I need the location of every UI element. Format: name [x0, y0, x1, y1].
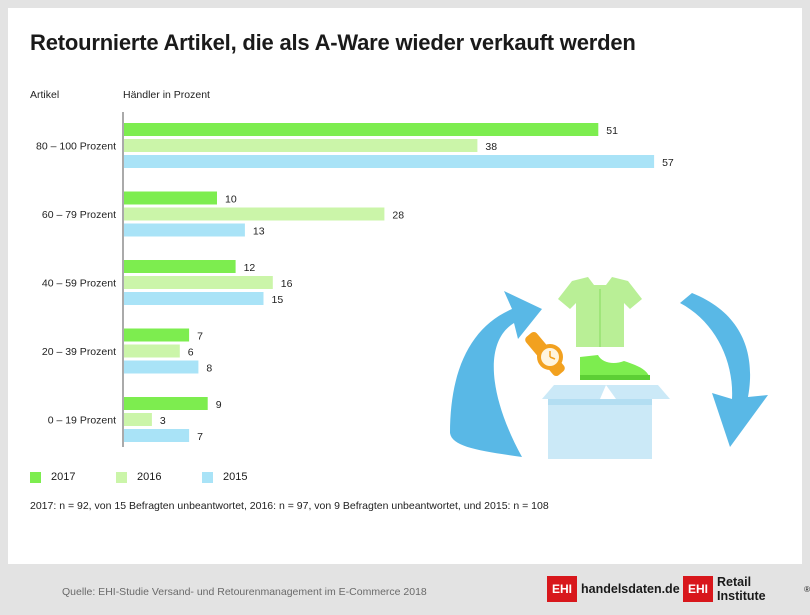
value-label: 15: [272, 294, 284, 306]
legend-item-2016: 2016: [116, 471, 202, 483]
sample-size-note: 2017: n = 92, von 15 Befragten unbeantwo…: [30, 500, 549, 512]
box-icon: [542, 385, 670, 459]
value-label: 3: [160, 415, 166, 427]
bar-2017: [124, 397, 208, 410]
return-arrow-right-icon: [680, 293, 768, 447]
bar-2016: [124, 276, 273, 289]
bar-2015: [124, 223, 245, 237]
logo-text: Retail Institute: [717, 575, 766, 603]
value-label: 13: [253, 226, 265, 238]
value-label: 7: [197, 431, 203, 443]
chart-title: Retournierte Artikel, die als A-Ware wie…: [30, 30, 636, 55]
registered-mark: ®: [804, 584, 810, 594]
bar-2015: [124, 429, 190, 442]
bar-2016: [124, 344, 180, 358]
legend-label: 2016: [137, 471, 162, 483]
value-label: 16: [281, 278, 293, 290]
logo-text: handelsdaten.de: [581, 582, 680, 596]
value-label: 57: [662, 157, 674, 169]
value-label: 6: [188, 347, 194, 359]
legend-swatch: [116, 471, 127, 483]
return-arrow-left-icon: [450, 291, 542, 457]
ehi-retail-institute-logo[interactable]: EHI Retail Institute ®: [683, 575, 810, 603]
value-label: 8: [206, 363, 212, 375]
logo-mark: EHI: [683, 576, 714, 602]
category-axis-header: Artikel: [30, 89, 60, 101]
value-label: 12: [244, 262, 256, 274]
watch-icon: [525, 331, 565, 377]
legend: 2017 2016 2015: [30, 471, 288, 483]
source-note: Quelle: EHI-Studie Versand- und Retouren…: [62, 586, 427, 598]
category-label: 60 – 79 Prozent: [42, 209, 116, 221]
bar-2017: [124, 328, 190, 342]
returns-illustration: [450, 277, 768, 459]
legend-item-2017: 2017: [30, 471, 116, 483]
category-label: 40 – 59 Prozent: [42, 278, 116, 290]
shirt-icon: [558, 277, 642, 347]
legend-item-2015: 2015: [202, 471, 288, 483]
legend-swatch: [30, 471, 41, 483]
value-label: 38: [485, 141, 497, 153]
value-axis-header: Händler in Prozent: [123, 89, 210, 101]
bar-2017: [124, 191, 217, 205]
value-label: 9: [216, 399, 222, 411]
bar-2017: [124, 123, 599, 136]
bar-2016: [124, 413, 152, 426]
bar-2015: [124, 292, 264, 305]
bar-2016: [124, 207, 385, 221]
sneaker-icon: [580, 355, 650, 380]
category-label: 80 – 100 Prozent: [36, 141, 116, 153]
value-label: 7: [197, 331, 203, 343]
category-label: 20 – 39 Prozent: [42, 346, 116, 358]
ehi-handelsdaten-logo[interactable]: EHI handelsdaten.de: [547, 576, 680, 602]
category-label: 0 – 19 Prozent: [48, 415, 116, 427]
footer: Quelle: EHI-Studie Versand- und Retouren…: [0, 564, 810, 615]
value-label: 51: [606, 125, 618, 137]
value-label: 28: [392, 210, 404, 222]
value-label: 10: [225, 194, 237, 206]
legend-label: 2015: [223, 471, 248, 483]
bar-2015: [124, 155, 655, 168]
legend-swatch: [202, 471, 213, 483]
bar-2016: [124, 139, 478, 152]
legend-label: 2017: [51, 471, 76, 483]
bar-2015: [124, 360, 199, 374]
bar-2017: [124, 260, 236, 273]
logo-mark: EHI: [547, 576, 578, 602]
